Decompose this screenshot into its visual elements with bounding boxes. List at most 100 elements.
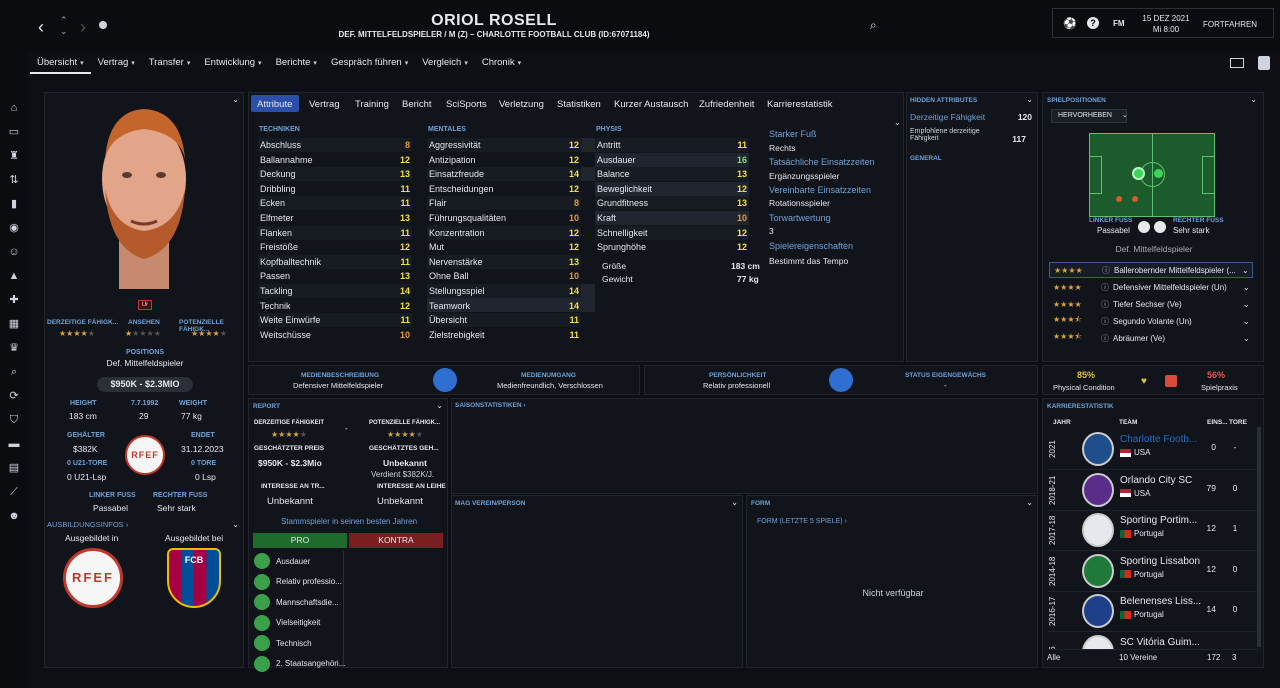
role-row[interactable]: ★★★★ ⓘ Defensiver Mittelfeldspieler (Un) ⌄ <box>1049 279 1253 295</box>
finances-icon[interactable]: ▬ <box>8 438 20 450</box>
season-stats-link[interactable]: SAISONSTATISTIKEN › <box>455 402 526 409</box>
transfers-icon[interactable]: ⟳ <box>9 390 19 402</box>
tab-attributes[interactable]: Attribute <box>257 99 293 110</box>
highlight-dropdown[interactable]: HERVORHEBEN ⌄ <box>1051 109 1128 123</box>
country-name: USA <box>1134 488 1151 498</box>
club-info-icon[interactable]: ⛉ <box>9 414 19 426</box>
form-last5-link[interactable]: FORM (LETZTE 5 SPIELE) › <box>757 518 847 525</box>
chevron-down-icon[interactable]: ⌄ <box>232 520 239 529</box>
chevron-down-icon[interactable]: ⌄ <box>1243 333 1250 343</box>
career-row[interactable]: 2014-18 Sporting Lissabon Portugal 12 0 <box>1048 552 1258 592</box>
role-row[interactable]: ★★★⯪ ⓘ Abräumer (Ve) ⌄ <box>1049 330 1253 346</box>
staff-icon[interactable]: ☺ <box>8 246 20 258</box>
chevron-down-icon[interactable]: ⌄ <box>232 95 239 104</box>
tab-short-talk[interactable]: Kurzer Austausch <box>614 99 689 110</box>
career-scrollbar[interactable] <box>1257 427 1261 647</box>
report-icon[interactable]: ⟋ <box>10 486 18 498</box>
squad-icon[interactable]: ♜ <box>9 150 19 162</box>
career-year: -16 <box>1048 633 1068 649</box>
training-icon[interactable]: ◉ <box>9 222 19 234</box>
data-icon[interactable]: ▮ <box>10 198 18 210</box>
subnav-transfer[interactable]: Transfer ▾ <box>148 57 191 68</box>
chevron-down-icon[interactable]: ⌄ <box>1243 299 1250 309</box>
career-team[interactable]: SC Vitória Guim... <box>1120 636 1200 648</box>
positions-title: SPIELPOSITIONEN <box>1047 97 1106 104</box>
attribute-value: 14 <box>568 169 579 180</box>
ball-icon[interactable]: ⚽ <box>1063 18 1077 30</box>
subnav-contract[interactable]: Vertrag ▾ <box>97 57 135 68</box>
career-team[interactable]: Sporting Portim... <box>1120 515 1198 526</box>
flag-icon <box>1120 529 1131 538</box>
right-foot-icon <box>1154 221 1166 233</box>
inbox-icon[interactable]: ▭ <box>8 126 20 138</box>
role-row[interactable]: ★★★⯪ ⓘ Segundo Volante (Un) ⌄ <box>1049 313 1253 329</box>
forward-arrow-icon[interactable]: › <box>80 17 86 37</box>
subnav-history[interactable]: Chronik ▾ <box>481 57 522 68</box>
dropdown-dot-icon[interactable] <box>99 21 107 29</box>
chevron-down-icon[interactable]: ⌄ <box>731 498 738 507</box>
attribute-value: 11 <box>400 256 410 267</box>
tab-happiness[interactable]: Zufriedenheit <box>699 99 755 110</box>
career-year: 2016-17 <box>1048 596 1057 626</box>
scouting-icon[interactable]: ⌕ <box>10 366 18 378</box>
tab-career-stats[interactable]: Karrierestatistik <box>767 99 833 110</box>
career-team[interactable]: Orlando City SC <box>1120 474 1193 486</box>
development-icon[interactable]: ▤ <box>8 462 20 474</box>
chevron-down-icon[interactable]: ⌄ <box>1026 95 1033 104</box>
tab-report[interactable]: Bericht <box>402 99 432 110</box>
chevron-down-icon[interactable]: ⌄ <box>1250 95 1257 104</box>
screen-icon[interactable] <box>1230 58 1244 68</box>
continue-button[interactable]: FORTFAHREN <box>1203 20 1258 29</box>
attribute-value: 10 <box>568 213 579 223</box>
chevron-down-icon[interactable]: ⌄ <box>1243 316 1250 326</box>
tactics-icon[interactable]: ⇅ <box>9 174 19 186</box>
help-icon[interactable]: ? <box>1087 17 1099 29</box>
tab-training[interactable]: Training <box>355 99 389 110</box>
career-row[interactable]: 2021 Charlotte Footb... USA 0 - <box>1048 430 1258 470</box>
tab-contract[interactable]: Vertrag <box>309 99 340 110</box>
training-info-link[interactable]: AUSBILDUNGSINFOS › <box>47 520 129 529</box>
career-team[interactable]: Belenenses Liss... <box>1120 596 1202 607</box>
home-icon[interactable]: ⌂ <box>10 102 18 114</box>
career-row[interactable]: 2016-17 Belenenses Liss... Portugal 14 0 <box>1048 592 1258 632</box>
likes-title: MAG VEREIN/PERSON <box>455 500 526 507</box>
tab-statistics[interactable]: Statistiken <box>557 99 601 110</box>
subnav-development[interactable]: Entwicklung ▾ <box>204 57 262 68</box>
tab-scisports[interactable]: SciSports <box>446 99 487 110</box>
up-down-icon[interactable]: ⌃ ⌄ <box>60 15 68 36</box>
search-icon[interactable]: ⌕ <box>870 18 877 32</box>
pro-label: Vielseitigkeit <box>276 618 321 627</box>
career-team[interactable]: Charlotte Footb... <box>1120 434 1198 445</box>
schedule-icon[interactable]: ▦ <box>8 318 20 330</box>
career-row[interactable]: 2017-18 Sporting Portim... Portugal 12 1 <box>1048 511 1258 551</box>
chevron-down-icon[interactable]: ⌄ <box>1243 282 1250 292</box>
hidden-title: HIDDEN ATTRIBUTES <box>910 97 978 104</box>
subnav-compare[interactable]: Vergleich ▾ <box>422 57 468 68</box>
team-icon[interactable]: ☻ <box>8 510 20 522</box>
chevron-down-icon[interactable]: ⌄ <box>1242 265 1249 275</box>
subnav-reports[interactable]: Berichte ▾ <box>275 57 317 68</box>
attribute-value: 14 <box>399 286 410 296</box>
chevron-down-icon[interactable]: ⌄ <box>1026 498 1033 507</box>
role-row[interactable]: ★★★★ ⓘ Ballerobernder Mittelfeldspieler (.… <box>1049 262 1253 278</box>
back-arrow-icon[interactable]: ‹ <box>38 17 44 37</box>
chevron-down-icon[interactable]: ⌄ <box>894 118 901 127</box>
paper-icon[interactable] <box>1258 56 1270 70</box>
career-team[interactable]: Sporting Lissabon <box>1120 555 1201 567</box>
dynamics-icon[interactable]: ▲ <box>8 270 20 282</box>
tab-attributes-bg[interactable] <box>251 95 299 112</box>
competitions-icon[interactable]: ♛ <box>9 342 19 354</box>
subnav-overview[interactable]: Übersicht ▾ <box>30 54 91 74</box>
positions-label: POSITIONS <box>125 349 165 356</box>
career-row[interactable]: -16 SC Vitória Guim... <box>1048 633 1258 650</box>
medical-icon[interactable]: ✚ <box>9 294 19 306</box>
chevron-down-icon[interactable]: ⌄ <box>436 401 443 410</box>
career-row[interactable]: 2018-21 Orlando City SC USA 79 0 <box>1048 471 1258 511</box>
role-row[interactable]: ★★★★ ⓘ Tiefer Sechser (Ve) ⌄ <box>1049 296 1253 312</box>
tab-injury[interactable]: Verletzung <box>499 99 544 110</box>
career-apps: 12 <box>1206 523 1216 533</box>
fm-logo[interactable]: FM <box>1113 19 1125 28</box>
agreed-time-label: Vereinbarte Einsatzzeiten <box>769 185 872 195</box>
weight-value2: 77 kg <box>737 274 759 284</box>
subnav-talk[interactable]: Gespräch führen ▾ <box>330 57 409 68</box>
